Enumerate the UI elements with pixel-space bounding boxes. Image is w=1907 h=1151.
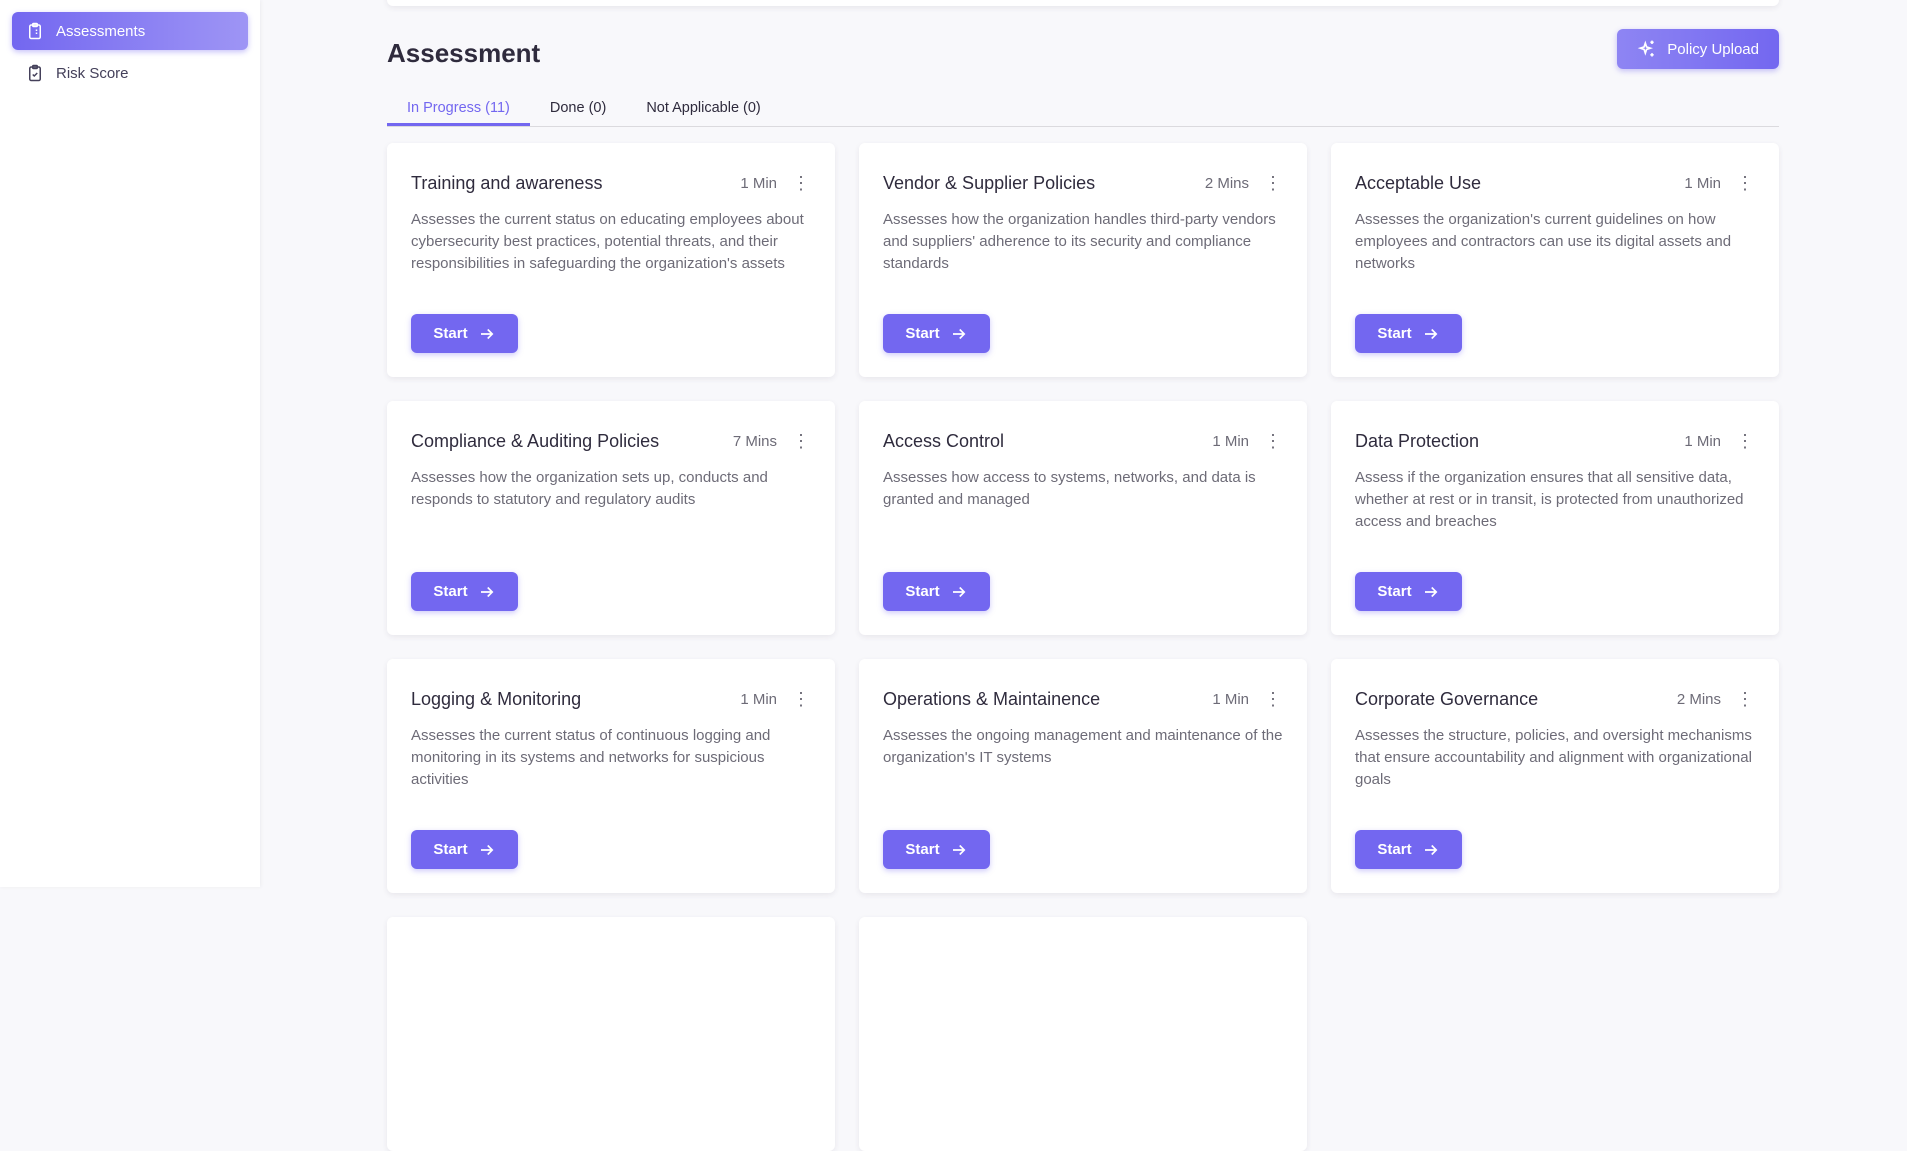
start-button[interactable]: Start [1355, 830, 1462, 869]
arrow-right-icon [480, 328, 494, 339]
assessment-card: Training and awareness 1 Min ⋮ Assesses th… [387, 143, 835, 377]
start-button[interactable]: Start [1355, 314, 1462, 353]
start-label: Start [905, 325, 940, 342]
card-description: Assess if the organization ensures that … [1355, 469, 1744, 530]
card-description: Assesses how the organization handles th… [883, 211, 1276, 272]
more-options-icon[interactable]: ⋮ [1264, 689, 1282, 709]
tab-in-progress[interactable]: In Progress (11) [387, 92, 530, 126]
tab-done[interactable]: Done (0) [549, 100, 607, 116]
start-button[interactable]: Start [411, 572, 518, 611]
card-title: Compliance & Auditing Policies [411, 430, 660, 451]
start-button[interactable]: Start [883, 314, 990, 353]
card-duration: 2 Mins [1204, 174, 1249, 192]
sidebar-item-assessments[interactable]: Assessments [12, 12, 248, 50]
page-title: Assessment [387, 37, 541, 68]
assessment-card [859, 917, 1307, 1151]
arrow-right-icon [1424, 844, 1438, 855]
start-label: Start [1377, 325, 1412, 342]
card-title: Access Control [883, 430, 1005, 451]
more-options-icon[interactable]: ⋮ [792, 173, 810, 193]
start-label: Start [433, 841, 468, 858]
card-duration: 1 Min [740, 174, 777, 192]
start-button[interactable]: Start [1355, 572, 1462, 611]
card-description: Assesses the structure, policies, and ov… [1355, 727, 1752, 788]
sidebar-item-label: Assessments [56, 22, 146, 40]
arrow-right-icon [1424, 328, 1438, 339]
tabs: In Progress (11) Done (0) Not Applicable… [387, 92, 1779, 127]
policy-upload-label: Policy Upload [1667, 40, 1759, 58]
sidebar: Assessments Risk Score [0, 0, 260, 887]
assessment-card: Operations & Maintainence 1 Min ⋮ Assesses… [859, 659, 1307, 893]
more-options-icon[interactable]: ⋮ [1264, 431, 1282, 451]
card-description: Assesses the ongoing management and main… [883, 727, 1283, 766]
card-duration: 1 Min [740, 690, 777, 708]
card-title: Acceptable Use [1355, 172, 1482, 193]
start-label: Start [433, 583, 468, 600]
card-duration: 1 Min [1212, 432, 1249, 450]
card-duration: 1 Min [1212, 690, 1249, 708]
card-title: Data Protection [1355, 430, 1480, 451]
start-button[interactable]: Start [883, 830, 990, 869]
sidebar-item-label: Risk Score [56, 64, 129, 82]
arrow-right-icon [480, 844, 494, 855]
assessment-card [387, 917, 835, 1151]
clipboard-list-icon [29, 22, 41, 40]
card-title: Operations & Maintainence [883, 688, 1101, 709]
tab-not-applicable[interactable]: Not Applicable (0) [646, 100, 761, 116]
start-label: Start [433, 325, 468, 342]
card-duration: 2 Mins [1676, 690, 1721, 708]
assessment-card: Logging & Monitoring 1 Min ⋮ Assesses the … [387, 659, 835, 893]
start-button[interactable]: Start [411, 830, 518, 869]
policy-upload-button[interactable]: Policy Upload [1617, 29, 1779, 69]
arrow-right-icon [952, 844, 966, 855]
assessment-card: Data Protection 1 Min ⋮ Assess if the orga… [1331, 401, 1779, 635]
arrow-right-icon [1424, 586, 1438, 597]
more-options-icon[interactable]: ⋮ [1736, 173, 1754, 193]
more-options-icon[interactable]: ⋮ [792, 689, 810, 709]
start-label: Start [1377, 841, 1412, 858]
card-title: Training and awareness [411, 172, 603, 193]
card-description: Assesses how the organization sets up, c… [411, 469, 768, 508]
assessment-card: Acceptable Use 1 Min ⋮ Assesses the organi… [1331, 143, 1779, 377]
start-button[interactable]: Start [411, 314, 518, 353]
more-options-icon[interactable]: ⋮ [1736, 431, 1754, 451]
arrow-right-icon [952, 328, 966, 339]
card-description: Assesses the current status on educating… [411, 211, 804, 272]
sparkles-icon [1637, 40, 1654, 57]
card-title: Logging & Monitoring [411, 688, 582, 709]
card-description: Assesses how access to systems, networks… [883, 469, 1256, 508]
more-options-icon[interactable]: ⋮ [1264, 173, 1282, 193]
more-options-icon[interactable]: ⋮ [792, 431, 810, 451]
start-label: Start [905, 841, 940, 858]
card-description: Assesses the organization's current guid… [1355, 211, 1732, 272]
arrow-right-icon [952, 586, 966, 597]
assessment-card: Compliance & Auditing Policies 7 Mins ⋮ As… [387, 401, 835, 635]
card-duration: 1 Min [1684, 174, 1721, 192]
assessment-card: Corporate Governance 2 Mins ⋮ Assesses the… [1331, 659, 1779, 893]
start-label: Start [905, 583, 940, 600]
more-options-icon[interactable]: ⋮ [1736, 689, 1754, 709]
assessment-card: Vendor & Supplier Policies 2 Mins ⋮ Assess… [859, 143, 1307, 377]
top-card [387, 0, 1779, 6]
card-title: Vendor & Supplier Policies [883, 172, 1096, 193]
card-duration: 1 Min [1684, 432, 1721, 450]
clipboard-check-icon [29, 64, 41, 82]
assessment-grid: Training and awareness 1 Min ⋮ Assesses th… [387, 143, 1779, 1151]
arrow-right-icon [480, 586, 494, 597]
assessment-card: Access Control 1 Min ⋮ Assesses how access… [859, 401, 1307, 635]
start-label: Start [1377, 583, 1412, 600]
card-duration: 7 Mins [732, 432, 777, 450]
card-title: Corporate Governance [1355, 688, 1539, 709]
card-description: Assesses the current status of continuou… [411, 727, 771, 788]
start-button[interactable]: Start [883, 572, 990, 611]
sidebar-item-risk-score[interactable]: Risk Score [12, 54, 248, 92]
